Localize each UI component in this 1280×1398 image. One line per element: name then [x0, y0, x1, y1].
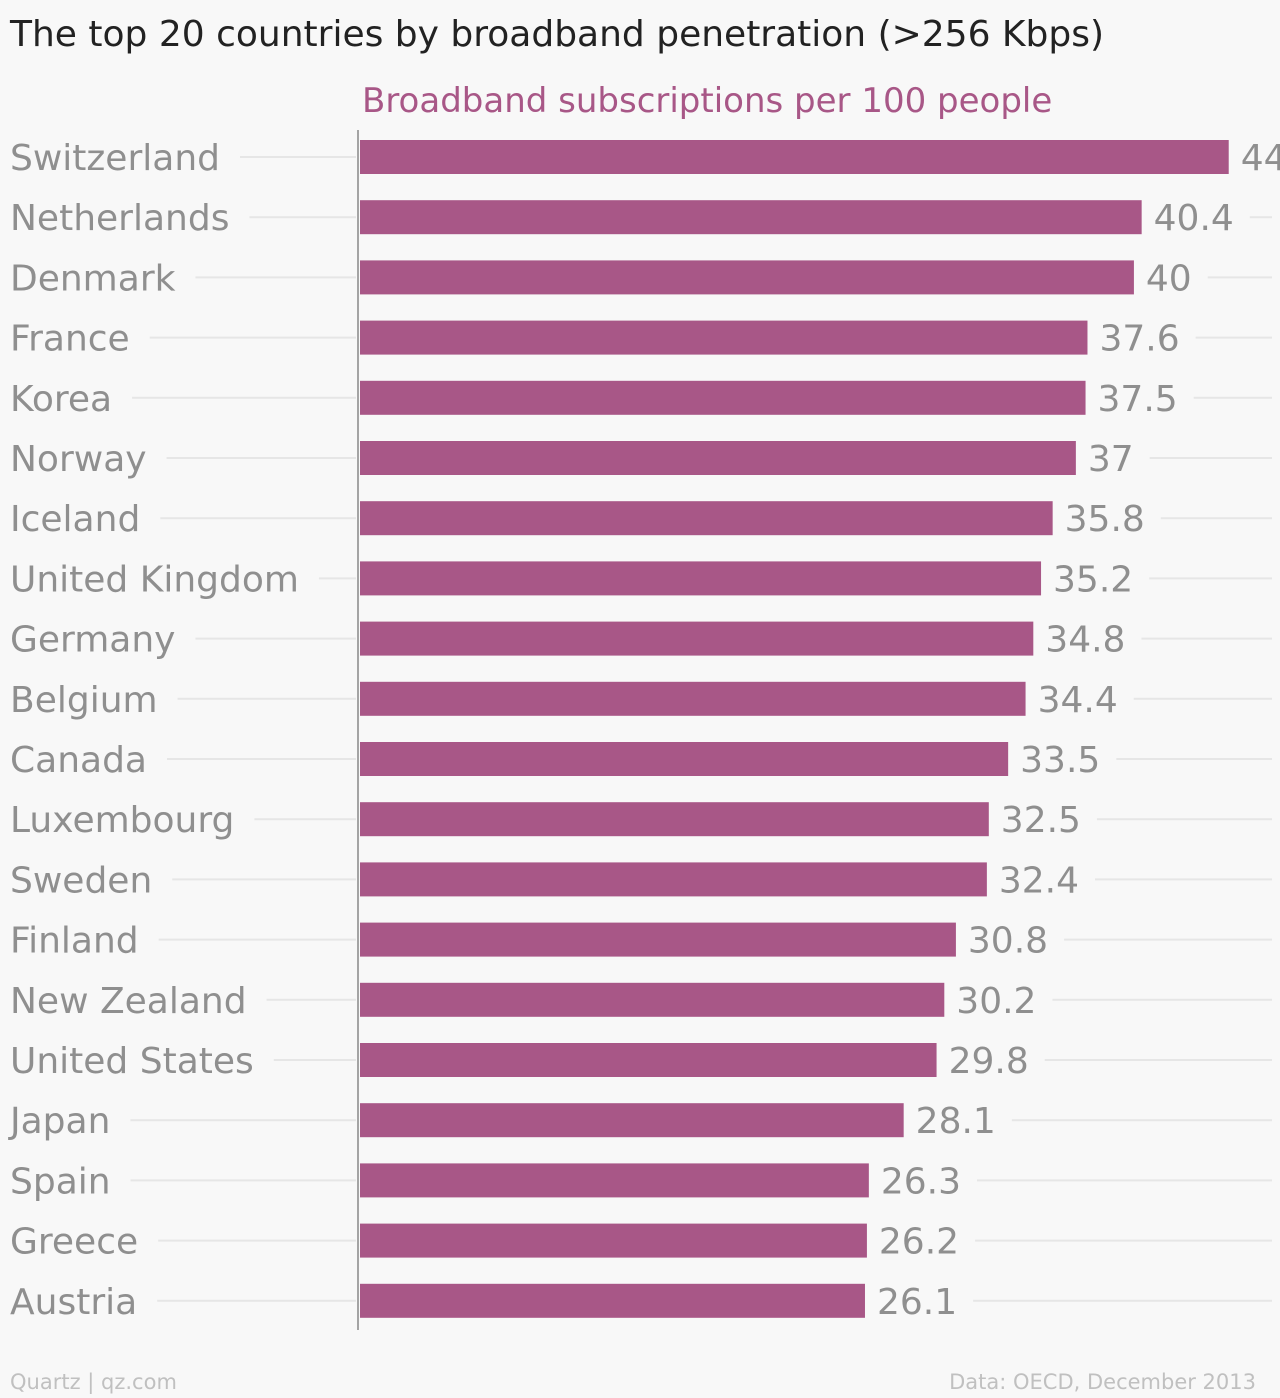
category-label: Korea — [10, 379, 112, 420]
value-label: 29.8 — [949, 1041, 1029, 1082]
bar — [360, 320, 1088, 355]
bar — [360, 1223, 867, 1258]
category-label: Switzerland — [10, 138, 220, 179]
category-label: Luxembourg — [10, 800, 234, 841]
category-label: Japan — [8, 1101, 110, 1142]
value-label: 37.5 — [1098, 379, 1178, 420]
bar — [360, 922, 956, 957]
category-label: Sweden — [10, 860, 152, 901]
category-label: New Zealand — [10, 981, 247, 1022]
bar — [360, 260, 1134, 295]
category-label: Greece — [10, 1222, 138, 1263]
category-label: Finland — [10, 921, 139, 962]
bar — [360, 802, 989, 837]
bar — [360, 501, 1053, 536]
value-label: 28.1 — [916, 1101, 996, 1142]
chart-title: The top 20 countries by broadband penetr… — [10, 14, 1105, 55]
value-label: 44.9 — [1241, 138, 1280, 179]
bar — [360, 1163, 869, 1198]
value-label: 32.4 — [999, 860, 1079, 901]
value-label: 30.2 — [956, 981, 1036, 1022]
category-label: Canada — [10, 740, 147, 781]
category-label: Germany — [10, 620, 175, 661]
value-labels: 44.940.4 40 37.6 37.5 37 35.8 35.2 34.8 34.4 33.5… — [877, 138, 1280, 1323]
category-labels: Switzerland Netherlands Denmark France Korea… — [8, 138, 299, 1323]
value-label: 35.8 — [1065, 499, 1145, 540]
value-label: 34.4 — [1038, 680, 1118, 721]
series-label: Broadband subscriptions per 100 people — [362, 81, 1052, 121]
value-label: 33.5 — [1020, 740, 1100, 781]
value-label: 40 — [1146, 258, 1192, 299]
category-label: Iceland — [10, 499, 140, 540]
bar — [360, 380, 1086, 415]
value-label: 32.5 — [1001, 800, 1081, 841]
value-label: 34.8 — [1045, 620, 1125, 661]
bar — [360, 982, 945, 1017]
value-label: 37 — [1088, 439, 1134, 480]
bar — [360, 681, 1026, 716]
value-label: 40.4 — [1154, 198, 1234, 239]
source-text: Data: OECD, December 2013 — [949, 1370, 1256, 1394]
category-label: Spain — [10, 1161, 111, 1202]
category-label: Belgium — [10, 680, 158, 721]
bar — [360, 1103, 904, 1138]
category-label: Netherlands — [10, 198, 229, 239]
category-label: Norway — [10, 439, 147, 480]
value-label: 26.3 — [881, 1161, 961, 1202]
bar — [360, 862, 987, 897]
category-label: United States — [10, 1041, 254, 1082]
grid-lines — [130, 156, 1272, 1302]
credit-text: Quartz | qz.com — [10, 1370, 177, 1394]
bar — [360, 140, 1229, 174]
bar — [360, 1043, 937, 1077]
bar — [360, 200, 1142, 235]
bar — [360, 561, 1042, 596]
category-label: France — [10, 319, 130, 360]
bar — [360, 742, 1009, 776]
value-label: 35.2 — [1053, 559, 1133, 600]
bar — [360, 441, 1076, 475]
bar — [360, 1283, 865, 1318]
value-label: 26.1 — [877, 1282, 957, 1323]
category-label: Austria — [10, 1282, 137, 1323]
bar — [360, 621, 1034, 656]
bars — [360, 140, 1229, 1318]
value-label: 37.6 — [1099, 319, 1179, 360]
category-label: United Kingdom — [10, 559, 299, 600]
value-label: 30.8 — [968, 921, 1048, 962]
value-label: 26.2 — [879, 1222, 959, 1263]
category-label: Denmark — [10, 258, 176, 299]
